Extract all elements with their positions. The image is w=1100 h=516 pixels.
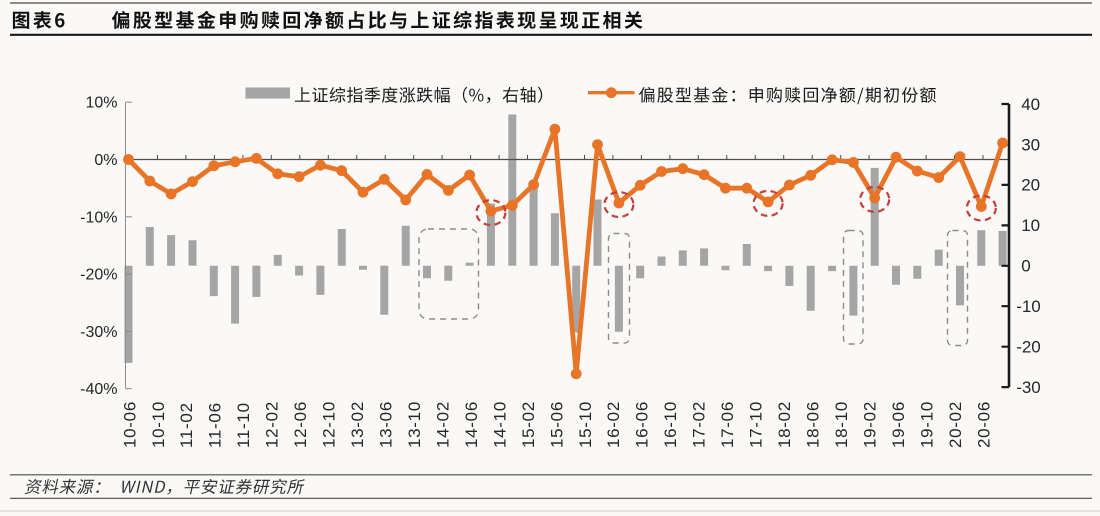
- svg-text:10: 10: [1021, 216, 1040, 235]
- svg-text:-40%: -40%: [80, 381, 117, 398]
- svg-text:-10%: -10%: [80, 209, 117, 226]
- svg-text:11-10: 11-10: [234, 402, 253, 448]
- svg-text:17-02: 17-02: [690, 401, 709, 448]
- svg-text:0: 0: [1021, 257, 1030, 276]
- svg-text:11-06: 11-06: [206, 402, 225, 448]
- svg-text:12-10: 12-10: [320, 401, 339, 448]
- svg-text:14-06: 14-06: [462, 401, 481, 448]
- svg-text:40: 40: [1021, 95, 1040, 114]
- svg-text:20-02: 20-02: [946, 401, 965, 448]
- svg-text:19-06: 19-06: [889, 401, 908, 448]
- svg-text:10-10: 10-10: [149, 401, 168, 448]
- svg-text:10%: 10%: [85, 95, 117, 112]
- svg-text:13-06: 13-06: [377, 401, 396, 448]
- svg-text:18-02: 18-02: [775, 401, 794, 448]
- svg-text:11-02: 11-02: [177, 402, 196, 448]
- svg-text:16-10: 16-10: [661, 401, 680, 448]
- svg-text:17-06: 17-06: [718, 401, 737, 448]
- svg-text:-20%: -20%: [80, 267, 117, 284]
- svg-text:0%: 0%: [94, 152, 117, 169]
- svg-text:14-02: 14-02: [433, 401, 452, 448]
- svg-text:20: 20: [1021, 176, 1040, 195]
- svg-text:19-02: 19-02: [860, 401, 879, 448]
- svg-text:16-06: 16-06: [633, 401, 652, 448]
- svg-text:13-10: 13-10: [405, 401, 424, 448]
- svg-text:20-06: 20-06: [974, 401, 993, 448]
- svg-text:-20: -20: [1016, 338, 1041, 357]
- svg-text:13-02: 13-02: [348, 401, 367, 448]
- svg-text:16-02: 16-02: [604, 401, 623, 448]
- svg-text:12-06: 12-06: [291, 401, 310, 448]
- svg-text:17-10: 17-10: [747, 401, 766, 448]
- svg-text:14-10: 14-10: [490, 401, 509, 448]
- svg-text:18-06: 18-06: [804, 401, 823, 448]
- svg-text:19-10: 19-10: [917, 401, 936, 448]
- svg-text:-10: -10: [1016, 297, 1041, 316]
- svg-text:15-06: 15-06: [547, 401, 566, 448]
- svg-text:-30: -30: [1016, 378, 1041, 397]
- svg-text:10-06: 10-06: [120, 401, 139, 448]
- svg-text:30: 30: [1021, 135, 1040, 154]
- svg-text:15-02: 15-02: [519, 401, 538, 448]
- svg-text:-30%: -30%: [80, 324, 117, 341]
- svg-text:18-10: 18-10: [832, 401, 851, 448]
- svg-text:12-02: 12-02: [263, 401, 282, 448]
- svg-text:15-10: 15-10: [576, 401, 595, 448]
